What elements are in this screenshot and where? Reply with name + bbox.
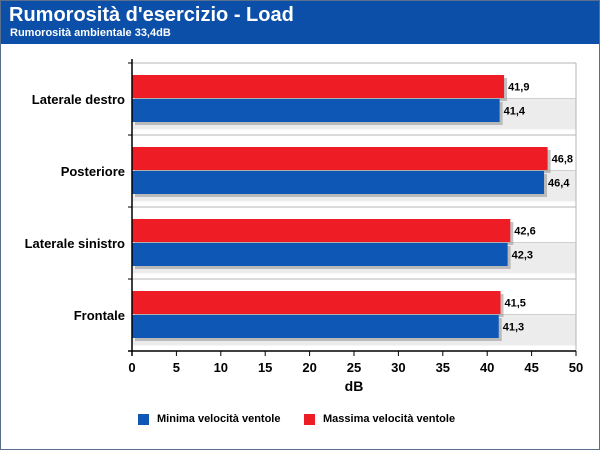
- category-label-3: Frontale: [74, 308, 125, 323]
- data-label-min-0: 41,4: [504, 106, 526, 118]
- legend-swatch-max: [304, 413, 315, 425]
- x-tick-label: 10: [214, 360, 228, 375]
- legend-item-min: Minima velocità ventole: [138, 413, 280, 425]
- bar-max-2: [132, 219, 511, 242]
- bar-min-1: [132, 171, 545, 194]
- x-tick-label: 25: [347, 360, 361, 375]
- x-tick-label: 45: [524, 360, 538, 375]
- legend-swatch-min: [138, 413, 149, 425]
- chart-header: Rumorosità d'esercizio - Load Rumorosità…: [1, 1, 599, 44]
- bar-max-1: [132, 147, 548, 170]
- x-tick-label: 40: [480, 360, 494, 375]
- x-tick-label: 50: [569, 360, 583, 375]
- category-label-2: Laterale sinistro: [25, 236, 125, 251]
- data-label-max-3: 41,5: [505, 298, 526, 310]
- data-label-min-2: 42,3: [512, 250, 533, 262]
- data-label-max-1: 46,8: [552, 154, 573, 166]
- category-label-1: Posteriore: [61, 164, 125, 179]
- bar-max-3: [132, 291, 501, 314]
- data-label-max-2: 42,6: [514, 226, 535, 238]
- chart-subtitle: Rumorosità ambientale 33,4dB: [10, 27, 171, 39]
- category-label-0: Laterale destro: [32, 92, 125, 107]
- bar-min-0: [132, 99, 500, 122]
- x-tick-label: 20: [302, 360, 316, 375]
- x-tick-label: 35: [436, 360, 450, 375]
- x-tick-label: 30: [391, 360, 405, 375]
- legend-label-max: Massima velocità ventole: [323, 413, 456, 425]
- chart-title: Rumorosità d'esercizio - Load: [9, 4, 294, 26]
- data-label-min-1: 46,4: [548, 178, 570, 190]
- x-tick-label: 15: [258, 360, 272, 375]
- x-tick-label: 5: [173, 360, 180, 375]
- data-label-max-0: 41,9: [508, 82, 529, 94]
- x-tick-label: 0: [128, 360, 135, 375]
- legend: Minima velocità ventole Massima velocità…: [1, 413, 599, 429]
- x-axis-label: dB: [345, 378, 364, 394]
- bar-max-0: [132, 75, 505, 98]
- bar-min-2: [132, 243, 508, 266]
- data-label-min-3: 41,3: [503, 322, 524, 334]
- legend-label-min: Minima velocità ventole: [157, 413, 281, 425]
- legend-item-max: Massima velocità ventole: [304, 413, 455, 425]
- bar-min-3: [132, 315, 499, 338]
